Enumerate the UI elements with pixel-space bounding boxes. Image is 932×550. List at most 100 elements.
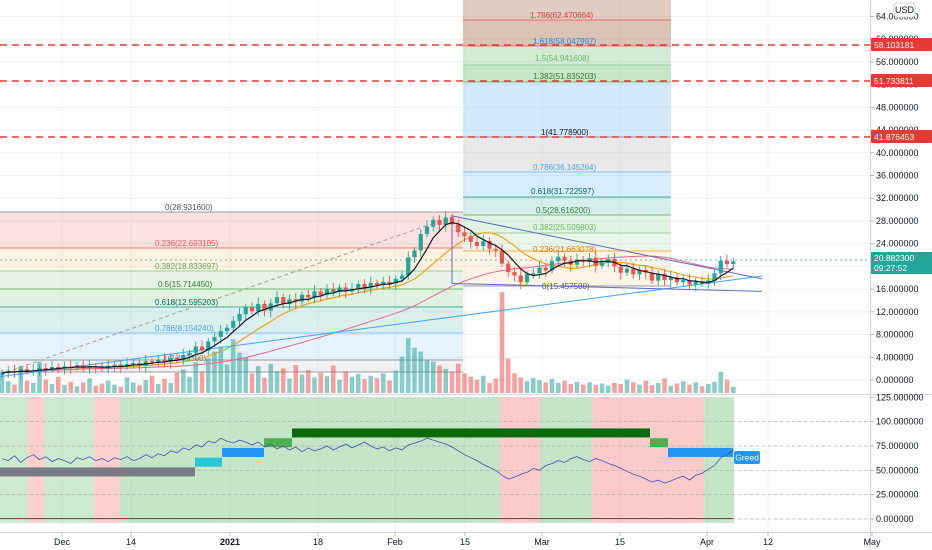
candle-body <box>262 303 267 311</box>
volume-bar <box>180 369 186 393</box>
currency-button[interactable]: USD <box>893 2 916 18</box>
volume-bar <box>668 385 674 393</box>
indicator-background <box>0 396 870 530</box>
regime-block <box>0 467 195 477</box>
indicator-pane[interactable] <box>0 396 872 532</box>
fib-retracement-label: 0.618(12.595203) <box>155 298 219 307</box>
volume-bar <box>499 292 505 393</box>
volume-bar <box>705 384 711 393</box>
candle-body <box>712 273 717 281</box>
candle-body <box>168 357 173 362</box>
candle-body <box>231 320 236 328</box>
candle-body <box>431 219 436 227</box>
volume-bar <box>468 376 474 393</box>
greed-badge: Greed <box>735 453 759 463</box>
volume-bar <box>287 378 292 393</box>
volume-bar <box>249 373 255 393</box>
candle-body <box>381 281 386 286</box>
short-ma-line <box>1 222 734 374</box>
time-tick-label: Feb <box>387 537 403 547</box>
regime-band <box>592 397 704 523</box>
candle-body <box>693 281 698 285</box>
candle-body <box>24 369 30 372</box>
volume-bar <box>724 379 730 393</box>
candle-body <box>656 273 661 281</box>
candle-body <box>562 256 567 261</box>
volume-bar <box>343 371 349 393</box>
volume-bar <box>662 378 667 393</box>
candle-body <box>412 250 417 258</box>
volume-bar <box>605 385 611 393</box>
price-tick-label: 48.000000 <box>876 102 919 112</box>
volume-bar <box>312 377 317 393</box>
price-tick-label: 4.000000 <box>876 352 914 362</box>
volume-bar <box>674 383 680 393</box>
fib-retracement-label: 0(28.931600) <box>165 203 213 212</box>
price-tick-label: 36.000000 <box>876 171 919 181</box>
fib-extension-label: 0.236(21.663078) <box>533 245 597 254</box>
volume-bar <box>262 377 267 393</box>
indicator-tick-label: 50.000000 <box>876 465 919 475</box>
volume-bar <box>74 386 80 393</box>
price-tick-label: 16.000000 <box>876 284 919 294</box>
level-badge-2: 51.733811 <box>874 76 914 86</box>
fib-retracement-label: 0.5(15.714450) <box>158 280 213 289</box>
candle-body <box>456 224 461 233</box>
currency-button-bg[interactable] <box>893 2 916 18</box>
time-tick-label: 14 <box>126 537 136 547</box>
fib-extension-label: 0.618(31.722597) <box>531 187 595 196</box>
candle-body <box>637 269 642 275</box>
fib-retracement-zone <box>0 289 463 307</box>
volume-bar <box>24 380 30 393</box>
volume-bar <box>587 382 592 393</box>
candle-body <box>731 261 736 265</box>
volume-bar <box>443 368 449 393</box>
candle-body <box>481 240 486 246</box>
candle-body <box>0 373 5 375</box>
currency-button-label: USD <box>895 5 915 15</box>
candle-body <box>487 240 492 249</box>
candle-body <box>418 234 423 251</box>
candle-body <box>218 331 223 337</box>
ma-line <box>1 255 734 374</box>
candle-body <box>368 282 373 288</box>
level-badge-3-bg <box>871 130 932 143</box>
oscillator-line <box>1 437 734 484</box>
regime-band <box>44 397 94 523</box>
candle-body <box>524 274 530 283</box>
candle-body <box>99 366 105 369</box>
volume-bar <box>118 386 124 393</box>
volume-bar <box>318 372 324 393</box>
volume-bar <box>243 357 249 393</box>
volume-bar <box>0 375 5 393</box>
candle-body <box>606 259 611 263</box>
candle-body <box>18 369 23 373</box>
volume-bar <box>324 376 330 393</box>
candle-body <box>224 327 230 332</box>
time-tick-label: 15 <box>615 537 625 547</box>
candle-body <box>249 307 255 312</box>
indicator-tick-label: 125.000000 <box>876 392 924 402</box>
volume-bar <box>549 379 555 393</box>
volume-bar <box>537 380 542 393</box>
volume-bar <box>224 364 230 393</box>
candle-body <box>331 289 336 292</box>
candle-body <box>618 266 623 273</box>
main-pane[interactable]: 0(28.931600) 0.236(22.693105) 0.382(18.833… <box>0 0 872 393</box>
volume-bar <box>30 382 36 393</box>
candle-body <box>212 336 217 342</box>
fib-retracement-zone <box>0 248 463 271</box>
volume-bar <box>437 365 442 393</box>
candle-body <box>599 262 605 266</box>
triangle-upper-line <box>451 215 763 280</box>
volume-bar <box>149 375 155 393</box>
regime-block <box>650 438 668 448</box>
volume-bar <box>618 384 624 393</box>
volume-bar <box>299 374 305 393</box>
volume-bar <box>430 361 436 393</box>
candle-body <box>124 364 130 367</box>
volume-bar <box>637 384 642 393</box>
time-tick-label: Apr <box>700 537 714 547</box>
